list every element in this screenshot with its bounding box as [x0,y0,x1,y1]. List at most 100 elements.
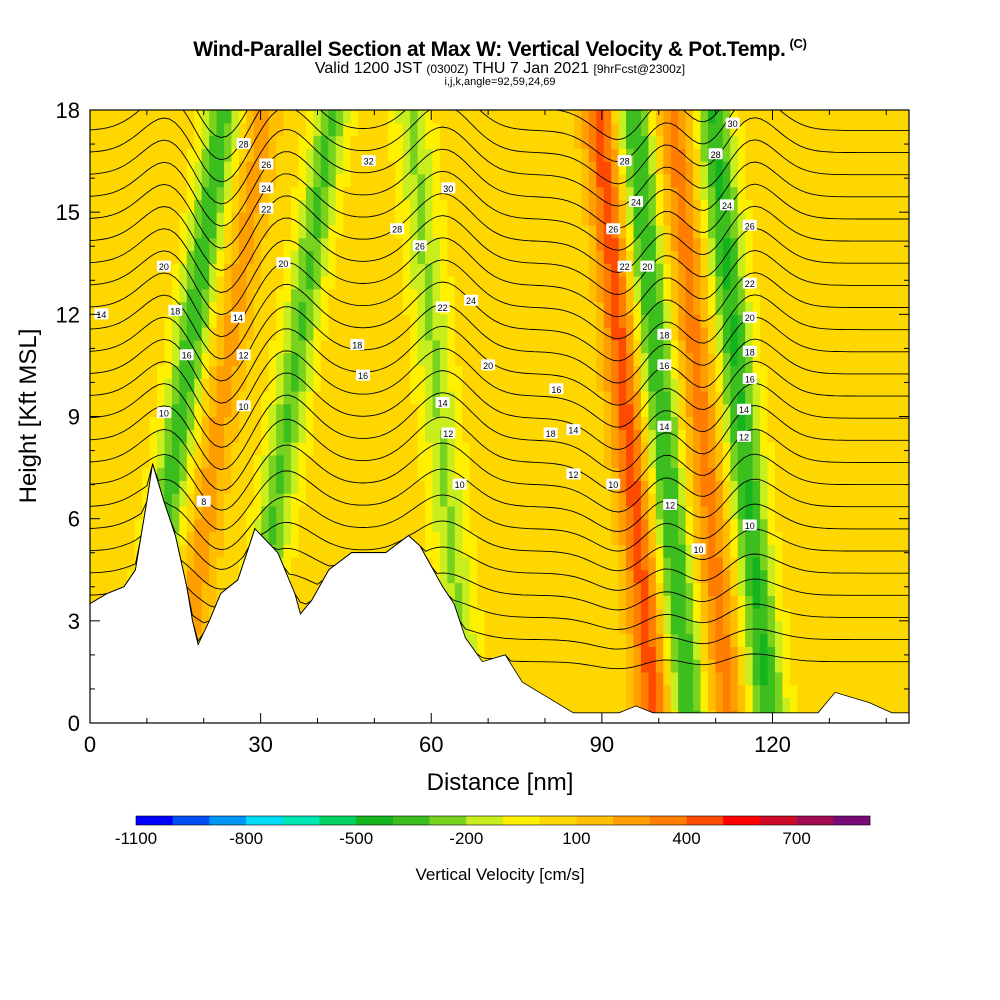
w-cell [752,416,761,430]
w-cell [164,467,173,481]
w-cell [767,390,776,405]
w-cell [335,237,344,252]
w-cell [611,148,620,162]
w-cell [670,582,679,596]
w-cell [439,378,448,392]
w-cell [834,671,843,686]
w-cell [119,212,128,226]
w-cell [581,608,590,622]
w-cell [506,186,515,200]
w-cell [782,276,791,290]
w-cell [216,378,225,392]
w-cell [350,454,359,469]
w-cell [90,301,99,315]
w-cell [179,161,188,175]
w-cell [395,390,404,405]
w-cell [283,199,292,213]
w-cell [447,250,456,264]
w-cell [417,301,426,315]
w-cell [797,288,806,303]
w-cell [380,352,389,367]
w-cell [588,263,597,277]
w-cell [134,212,143,226]
w-cell [782,493,791,507]
w-cell [640,237,650,252]
w-cell [320,237,329,252]
w-cell [618,148,627,162]
w-cell [328,339,337,354]
w-cell [819,263,828,277]
w-cell [544,288,553,303]
w-cell [812,505,821,520]
w-cell [410,518,419,533]
w-cell [544,531,553,545]
w-cell [871,659,880,673]
w-cell [707,416,717,430]
w-cell [335,263,344,277]
w-cell [611,620,620,635]
w-cell [514,224,523,239]
w-cell [484,212,493,226]
w-cell [752,224,761,239]
w-cell [797,199,806,213]
w-cell [201,365,210,379]
w-cell [291,161,300,175]
w-cell [879,671,888,686]
w-cell [224,276,233,290]
w-cell [439,148,448,162]
w-cell [119,544,128,558]
w-cell [164,135,173,149]
w-cell [149,442,158,456]
w-cell [104,365,113,379]
w-cell [521,416,530,430]
w-cell [276,186,285,200]
w-cell [640,582,650,596]
w-cell [283,390,292,405]
w-cell [209,339,218,354]
w-cell [417,186,426,200]
w-cell [685,697,694,711]
w-cell [104,263,113,277]
w-cell [447,224,456,239]
w-cell [224,339,233,354]
w-cell [469,569,478,584]
w-cell [506,224,515,239]
w-cell [760,212,769,226]
w-cell [737,684,746,699]
w-cell [253,250,262,264]
w-cell [633,148,642,162]
w-cell [164,365,173,379]
w-cell [313,390,322,405]
w-cell [179,505,188,520]
w-cell [551,161,560,175]
w-cell [469,263,478,277]
w-cell [291,263,300,277]
w-cell [276,378,285,392]
w-cell [499,544,508,558]
w-cell [864,263,873,277]
w-cell [506,493,515,507]
w-cell [305,327,314,341]
w-cell [454,199,463,213]
w-cell [194,237,203,252]
w-cell [387,173,396,188]
w-cell [194,403,203,418]
w-cell [849,620,858,635]
w-cell [365,429,374,443]
w-cell [886,518,895,533]
w-cell [536,403,545,418]
w-cell [142,301,151,315]
w-cell [819,403,828,418]
w-cell [469,429,478,443]
w-cell [789,582,798,596]
w-cell [328,467,337,481]
w-cell [812,454,821,469]
w-cell [261,505,270,520]
w-cell [164,327,173,341]
w-cell [410,173,419,188]
w-cell [789,608,798,622]
w-cell [752,442,761,456]
w-cell [611,365,620,379]
w-cell [685,633,694,647]
w-cell [402,173,411,188]
